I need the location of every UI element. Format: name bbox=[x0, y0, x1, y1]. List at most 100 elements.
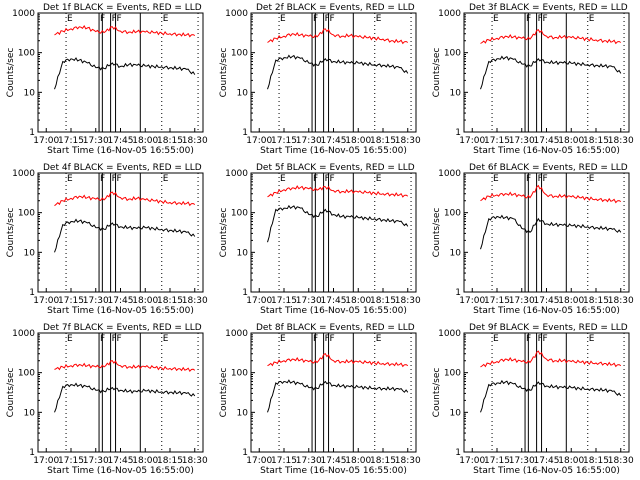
x-axis-label: Start Time (16-Nov-05 16:55:00) bbox=[473, 466, 620, 476]
x-tick-label: 17:30 bbox=[509, 456, 535, 466]
x-tick-label: 17:45 bbox=[534, 136, 560, 146]
lld-series-line bbox=[480, 29, 622, 45]
x-tick-label: 18:15 bbox=[370, 296, 396, 306]
y-tick-label: 10 bbox=[237, 248, 249, 258]
x-tick-label: 18:00 bbox=[558, 296, 584, 306]
y-tick-label: 1000 bbox=[438, 9, 461, 19]
x-tick-label: 17:00 bbox=[459, 136, 485, 146]
panel-title: Det 4f BLACK = Events, RED = LLD bbox=[43, 163, 202, 173]
x-tick-label: 18:00 bbox=[345, 456, 371, 466]
y-tick-label: 10 bbox=[450, 88, 462, 98]
interval-label: F bbox=[112, 334, 117, 344]
x-tick-label: 17:00 bbox=[246, 136, 272, 146]
y-tick-label: 100 bbox=[18, 369, 35, 379]
y-axis-label: Counts/sec bbox=[6, 368, 16, 418]
x-tick-label: 18:15 bbox=[583, 296, 609, 306]
x-tick-label: 17:00 bbox=[246, 456, 272, 466]
interval-label: F bbox=[117, 14, 122, 24]
interval-label: F bbox=[117, 174, 122, 184]
interval-label: F bbox=[538, 14, 543, 24]
events-series-line bbox=[267, 379, 409, 413]
interval-label: F bbox=[313, 14, 318, 24]
x-tick-label: 18:30 bbox=[395, 456, 421, 466]
y-tick-label: 1 bbox=[455, 288, 461, 298]
x-axis-label: Start Time (16-Nov-05 16:55:00) bbox=[473, 146, 620, 156]
interval-label: E bbox=[163, 174, 169, 184]
events-series-line bbox=[54, 218, 196, 253]
x-axis-label: Start Time (16-Nov-05 16:55:00) bbox=[47, 306, 194, 316]
panel-title: Det 8f BLACK = Events, RED = LLD bbox=[256, 323, 415, 333]
x-tick-label: 18:00 bbox=[132, 136, 158, 146]
x-tick-label: 18:00 bbox=[345, 136, 371, 146]
x-tick-label: 18:30 bbox=[608, 296, 634, 306]
y-tick-label: 1000 bbox=[12, 9, 35, 19]
x-tick-label: 17:45 bbox=[534, 456, 560, 466]
x-tick-label: 17:30 bbox=[509, 136, 535, 146]
y-tick-label: 100 bbox=[231, 369, 248, 379]
interval-label: F bbox=[330, 14, 335, 24]
panel-title: Det 1f BLACK = Events, RED = LLD bbox=[43, 3, 202, 13]
x-tick-label: 17:45 bbox=[321, 136, 347, 146]
y-axis-label: Counts/sec bbox=[219, 368, 229, 418]
x-tick-label: 17:45 bbox=[534, 296, 560, 306]
y-tick-label: 1000 bbox=[12, 329, 35, 339]
interval-label: E bbox=[589, 334, 595, 344]
interval-label: F bbox=[100, 14, 105, 24]
interval-label: E bbox=[376, 334, 382, 344]
events-series-line bbox=[480, 379, 622, 413]
interval-label: F bbox=[538, 334, 543, 344]
lld-series-line bbox=[267, 28, 409, 45]
y-tick-label: 100 bbox=[18, 209, 35, 219]
x-axis-label: Start Time (16-Nov-05 16:55:00) bbox=[260, 306, 407, 316]
lld-series-line bbox=[480, 350, 622, 368]
x-tick-label: 18:00 bbox=[132, 296, 158, 306]
x-tick-label: 17:30 bbox=[83, 456, 109, 466]
interval-label: F bbox=[325, 174, 330, 184]
events-series-line bbox=[54, 382, 196, 413]
x-tick-label: 17:15 bbox=[58, 136, 84, 146]
events-series-line bbox=[480, 55, 622, 90]
x-tick-label: 17:00 bbox=[246, 296, 272, 306]
interval-label: F bbox=[100, 174, 105, 184]
interval-label: E bbox=[493, 14, 499, 24]
panel-title: Det 7f BLACK = Events, RED = LLD bbox=[43, 323, 202, 333]
x-tick-label: 17:15 bbox=[484, 296, 510, 306]
x-tick-label: 18:30 bbox=[182, 136, 208, 146]
x-tick-label: 17:30 bbox=[83, 136, 109, 146]
x-tick-label: 17:30 bbox=[296, 136, 322, 146]
x-axis-label: Start Time (16-Nov-05 16:55:00) bbox=[473, 306, 620, 316]
y-axis-label: Counts/sec bbox=[219, 48, 229, 98]
plot-frame bbox=[463, 12, 630, 133]
x-tick-label: 18:00 bbox=[558, 456, 584, 466]
interval-label: E bbox=[280, 174, 286, 184]
events-series-line bbox=[54, 57, 196, 90]
x-tick-label: 18:00 bbox=[132, 456, 158, 466]
interval-label: F bbox=[543, 14, 548, 24]
x-tick-label: 18:15 bbox=[370, 456, 396, 466]
x-tick-label: 17:45 bbox=[321, 296, 347, 306]
events-series-line bbox=[267, 54, 409, 90]
y-tick-label: 100 bbox=[18, 49, 35, 59]
interval-label: E bbox=[67, 14, 73, 24]
interval-label: F bbox=[117, 334, 122, 344]
interval-label: F bbox=[325, 14, 330, 24]
interval-label: F bbox=[325, 334, 330, 344]
y-tick-label: 1000 bbox=[225, 329, 248, 339]
lightcurve-panel: Det 1f BLACK = Events, RED = LLD 1 10 100 10… bbox=[6, 3, 208, 156]
lightcurve-panel: Det 8f BLACK = Events, RED = LLD 1 10 100 10… bbox=[219, 323, 421, 476]
y-tick-label: 100 bbox=[231, 209, 248, 219]
y-tick-label: 10 bbox=[24, 408, 36, 418]
y-tick-label: 100 bbox=[444, 369, 461, 379]
lightcurve-panel: Det 5f BLACK = Events, RED = LLD 1 10 100 10… bbox=[219, 163, 421, 316]
lld-series-line bbox=[54, 360, 196, 373]
y-tick-label: 1 bbox=[242, 128, 248, 138]
interval-label: F bbox=[526, 14, 531, 24]
y-tick-label: 1000 bbox=[225, 9, 248, 19]
lightcurve-panel: Det 6f BLACK = Events, RED = LLD 1 10 100 10… bbox=[432, 163, 634, 316]
y-tick-label: 10 bbox=[450, 408, 462, 418]
lld-series-line bbox=[480, 184, 622, 204]
panel-title: Det 2f BLACK = Events, RED = LLD bbox=[256, 3, 415, 13]
interval-label: E bbox=[376, 174, 382, 184]
x-tick-label: 17:00 bbox=[459, 296, 485, 306]
x-tick-label: 17:45 bbox=[321, 456, 347, 466]
